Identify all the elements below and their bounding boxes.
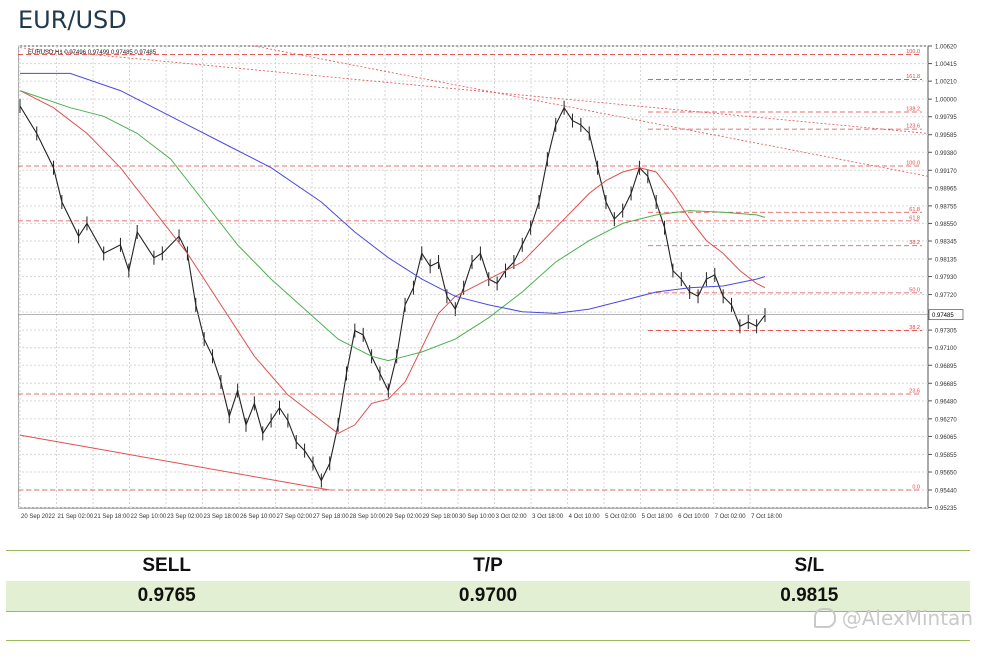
fib-level-label: 161.8	[906, 74, 920, 80]
y-tick-label: 0.99795	[935, 115, 957, 121]
header-tp: T/P	[473, 555, 503, 576]
fib-level-label: 123.6	[906, 124, 920, 130]
y-tick-label: 0.98550	[935, 222, 957, 228]
y-tick-label: 0.97305	[935, 329, 957, 335]
x-tick-label: 5 Oct 02:00	[605, 514, 637, 520]
x-tick-label: 23 Sep 02:00	[167, 514, 203, 520]
table-bottom-rule	[6, 640, 970, 641]
x-tick-label: 3 Oct 02:00	[496, 514, 528, 520]
x-tick-label: 28 Sep 10:00	[350, 514, 386, 520]
series-line-1	[19, 90, 766, 434]
y-tick-label: 1.00620	[935, 45, 957, 51]
fib-level-label: 100.0	[906, 161, 920, 167]
y-tick-label: 1.00000	[935, 98, 957, 104]
value-tp: 0.9700	[458, 585, 518, 606]
table-header-row: SELL T/P S/L	[6, 551, 970, 581]
fib-level-label: 38.2	[909, 240, 920, 246]
price-chart: 1.00620 1.00415 1.00210 1.00000 0.99795 0.995…	[18, 45, 964, 520]
x-tick-label: 20 Sep 2022	[21, 514, 56, 520]
y-tick-label: 0.98135	[935, 258, 957, 264]
fib-level-label: 38.2	[909, 325, 920, 331]
x-tick-label: 23 Sep 18:00	[204, 514, 240, 520]
y-tick-label: 0.98755	[935, 204, 957, 210]
plot-frame	[18, 45, 929, 509]
x-tick-label: 29 Sep 02:00	[386, 514, 422, 520]
table-values-rule	[6, 611, 970, 612]
y-tick-label: 0.98965	[935, 186, 957, 192]
trend-line-lower	[19, 434, 330, 491]
chart-symbol-label: EURUSD,H1 0.97496 0.97499 0.97485 0.9748…	[28, 50, 157, 56]
x-tick-label: 29 Sep 18:00	[423, 514, 459, 520]
y-tick-label: 1.00415	[935, 62, 957, 68]
chat-bubble-icon	[813, 608, 836, 628]
header-sl: S/L	[794, 555, 825, 576]
series-line-3	[20, 72, 766, 314]
x-tick-label: 4 Oct 10:00	[569, 514, 601, 520]
page-title: EUR/USD	[18, 6, 127, 34]
y-tick-label: 1.00210	[935, 80, 957, 86]
x-tick-label: 21 Sep 02:00	[58, 514, 94, 520]
x-tick-label: 6 Oct 10:00	[678, 514, 710, 520]
y-tick-label: 0.96895	[935, 364, 957, 370]
fib-level-label: 0.0	[912, 485, 920, 491]
x-tick-label: 22 Sep 10:00	[131, 514, 167, 520]
watermark: @AlexMintan	[813, 606, 973, 630]
value-sell: 0.9765	[137, 585, 196, 606]
table-values-row: 0.9765 0.9700 0.9815	[6, 581, 970, 611]
x-tick-label: 21 Sep 18:00	[94, 514, 130, 520]
x-tick-label: 27 Sep 02:00	[277, 514, 313, 520]
y-tick-label: 0.99585	[935, 133, 957, 139]
y-tick-label: 0.99170	[935, 169, 957, 175]
y-tick-label: 0.96480	[935, 399, 957, 405]
value-sl: 0.9815	[780, 585, 839, 606]
y-tick-label: 0.96065	[935, 435, 957, 441]
fib-level-label: 61.8	[909, 207, 920, 213]
trend-line-upper	[19, 47, 929, 134]
y-tick-label: 0.98345	[935, 240, 957, 246]
x-tick-label: 26 Sep 10:00	[240, 514, 276, 520]
y-tick-label: 0.95650	[935, 471, 957, 477]
y-tick-label: 0.97100	[935, 346, 957, 352]
fib-level-label: 61.8	[909, 215, 920, 221]
x-tick-label: 30 Sep 10:00	[459, 514, 495, 520]
table-top-rule	[6, 550, 970, 551]
y-tick-label: 0.97720	[935, 293, 957, 299]
series-line-2	[19, 90, 766, 362]
y-tick-label: 0.95235	[935, 506, 957, 512]
y-tick-label: 0.96685	[935, 382, 957, 388]
x-tick-label: 27 Sep 18:00	[313, 514, 349, 520]
current-price-label: 0.97485	[932, 313, 954, 319]
watermark-text: @AlexMintan	[841, 606, 973, 630]
y-tick-label: 0.95440	[935, 489, 957, 495]
y-tick-label: 0.96270	[935, 417, 957, 423]
header-sell: SELL	[142, 555, 191, 576]
x-tick-label: 7 Oct 18:00	[751, 514, 783, 520]
x-tick-label: 3 Oct 18:00	[532, 514, 564, 520]
fib-level-label: 23.6	[909, 389, 920, 395]
x-tick-label: 5 Oct 18:00	[642, 514, 674, 520]
x-tick-label: 7 Oct 02:00	[715, 514, 747, 520]
y-tick-label: 0.95855	[935, 453, 957, 459]
y-tick-label: 0.97930	[935, 275, 957, 281]
fib-level-label: 138.2	[906, 107, 920, 113]
current-price-box	[928, 309, 964, 321]
fib-level-label: 100.0	[906, 49, 920, 55]
fib-level-label: 50.0	[909, 287, 920, 293]
y-tick-label: 0.99380	[935, 151, 957, 157]
